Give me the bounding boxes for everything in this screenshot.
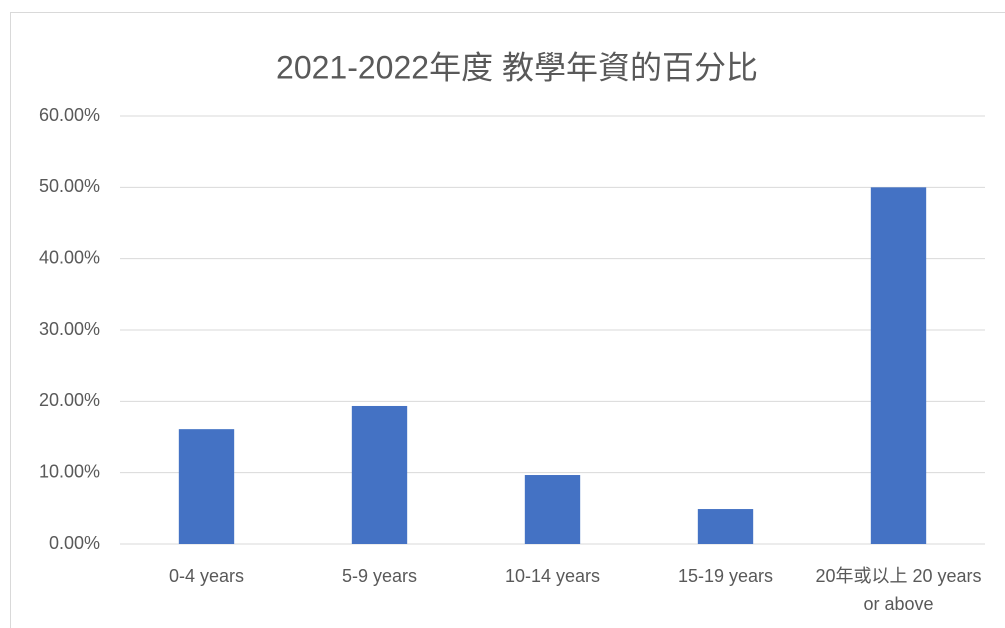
- bar: [697, 509, 754, 544]
- bar: [351, 405, 408, 544]
- bar: [870, 187, 927, 545]
- y-tick-label: 10.00%: [39, 461, 100, 481]
- y-tick-label: 60.00%: [39, 105, 100, 125]
- chart-border: [10, 12, 1005, 628]
- y-tick-label: 50.00%: [39, 176, 100, 196]
- y-tick-label: 40.00%: [39, 247, 100, 267]
- x-tick-label: 10-14 years: [504, 566, 601, 586]
- y-tick-label: 20.00%: [39, 390, 100, 410]
- x-tick-label: 5-9 years: [341, 566, 418, 586]
- chart-title: 2021-2022年度 教學年資的百分比: [276, 49, 758, 85]
- y-tick-label: 0.00%: [49, 533, 100, 553]
- x-tick-label: 0-4 years: [168, 566, 245, 586]
- y-tick-label: 30.00%: [39, 319, 100, 339]
- bar: [524, 475, 581, 544]
- bar: [178, 429, 235, 544]
- x-tick-label: 20年或以上 20 years or above: [815, 566, 982, 614]
- x-tick-label: 15-19 years: [677, 566, 774, 586]
